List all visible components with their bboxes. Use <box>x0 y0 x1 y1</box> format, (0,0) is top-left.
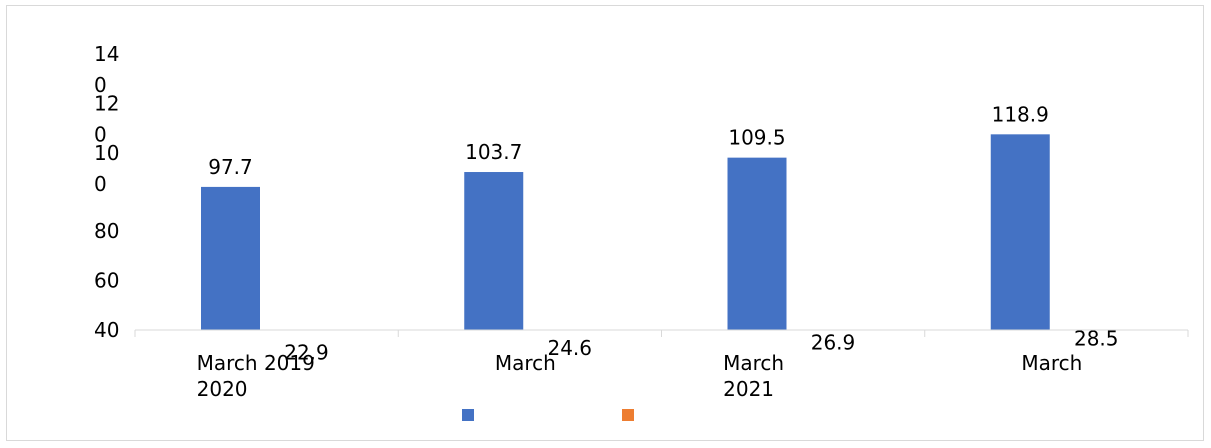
data-label-s2-3: 26.9 <box>811 330 856 354</box>
bar-s1-3 <box>727 157 787 330</box>
category-label-3-line-2: 2021 <box>723 377 774 401</box>
data-label-s1-4: 118.9 <box>992 102 1049 126</box>
bar-s1-1 <box>201 186 260 330</box>
y-tick-label-5-line-2: 0 <box>94 123 107 147</box>
category-label-3-line-1: March <box>723 351 784 375</box>
y-tick-label-4-line-2: 0 <box>94 172 107 196</box>
y-tick-label-1-line-1: 40 <box>94 318 119 342</box>
y-tick-label-5-line-1: 12 <box>94 92 119 116</box>
category-label-2-line-1: March <box>495 351 556 375</box>
category-label-1-line-2: 2020 <box>197 377 248 401</box>
data-label-s1-1: 97.7 <box>208 155 253 179</box>
y-tick-label-4-line-1: 10 <box>94 141 119 165</box>
legend-swatch-1 <box>462 409 474 421</box>
legend-swatch-2 <box>622 409 634 421</box>
data-label-s2-2: 24.6 <box>547 336 592 360</box>
bar-s1-2 <box>464 172 524 330</box>
bar-s1-4 <box>990 134 1050 330</box>
y-tick-label-2-line-1: 60 <box>94 268 119 292</box>
category-label-1-line-1: March 2019 <box>197 351 315 375</box>
data-label-s2-4: 28.5 <box>1074 327 1119 351</box>
category-label-4-line-1: March <box>1021 351 1082 375</box>
y-tick-label-3-line-1: 80 <box>94 219 119 243</box>
y-tick-label-6-line-1: 14 <box>94 42 119 66</box>
data-label-s1-2: 103.7 <box>465 140 522 164</box>
data-label-s1-3: 109.5 <box>728 126 785 150</box>
y-tick-label-6-line-2: 0 <box>94 73 107 97</box>
data-label-s2-1: 22.9 <box>284 340 329 364</box>
